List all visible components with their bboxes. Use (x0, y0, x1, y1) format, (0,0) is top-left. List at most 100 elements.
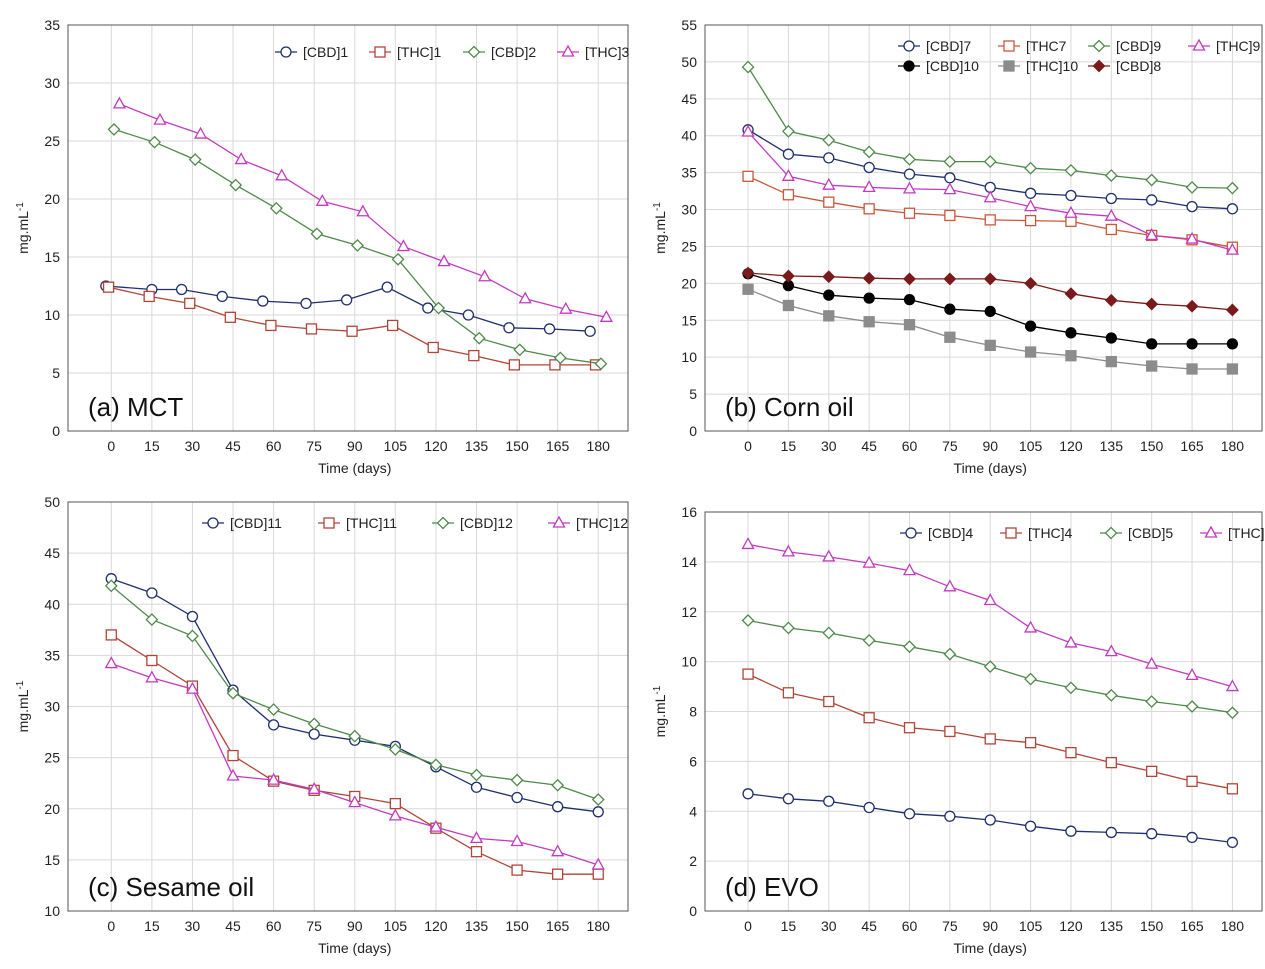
data-point (545, 324, 555, 334)
data-point (382, 282, 392, 292)
x-tick-label: 90 (347, 438, 363, 454)
data-point (905, 295, 915, 305)
data-point (1147, 339, 1157, 349)
legend-label: [THC]1 (397, 44, 442, 60)
x-tick-label: 0 (744, 438, 752, 454)
data-point (472, 847, 482, 857)
data-point (783, 190, 793, 200)
x-tick-label: 45 (225, 438, 241, 454)
x-tick-label: 75 (306, 918, 322, 934)
data-point (864, 204, 874, 214)
data-point (185, 298, 195, 308)
legend-marker (281, 47, 291, 57)
data-point (1187, 202, 1197, 212)
x-tick-label: 165 (546, 438, 570, 454)
data-point (1106, 333, 1116, 343)
y-tick-label: 30 (681, 202, 697, 218)
data-point (1227, 784, 1237, 794)
x-tick-label: 60 (902, 918, 918, 934)
data-point (864, 293, 874, 303)
data-point (144, 291, 154, 301)
data-point (553, 869, 563, 879)
x-tick-label: 75 (942, 438, 958, 454)
y-tick-label: 15 (681, 312, 697, 328)
legend-marker (375, 47, 385, 57)
x-tick-label: 30 (185, 918, 201, 934)
legend-label: [THC]3 (585, 44, 630, 60)
x-tick-label: 150 (1140, 438, 1164, 454)
x-tick-label: 75 (306, 438, 322, 454)
data-point (147, 655, 157, 665)
data-point (743, 669, 753, 679)
data-point (985, 306, 995, 316)
data-point (1187, 776, 1197, 786)
data-point (472, 782, 482, 792)
y-tick-label: 20 (681, 275, 697, 291)
data-point (1147, 829, 1157, 839)
y-tick-label: 5 (689, 386, 697, 402)
data-point (1066, 328, 1076, 338)
data-point (1227, 204, 1237, 214)
x-axis-title: Time (days) (954, 460, 1027, 476)
data-point (347, 326, 357, 336)
y-tick-label: 2 (689, 853, 697, 869)
y-axis-title: mg.mL-1 (15, 680, 32, 732)
x-axis-title: Time (days) (318, 940, 391, 956)
legend-label: [THC]4 (1028, 525, 1073, 541)
x-tick-label: 45 (225, 918, 241, 934)
data-point (905, 809, 915, 819)
legend-label: [CBD]4 (928, 525, 973, 541)
x-tick-label: 45 (861, 918, 877, 934)
data-point (509, 360, 519, 370)
x-tick-label: 180 (1221, 918, 1245, 934)
x-tick-label: 60 (266, 438, 282, 454)
data-point (1066, 351, 1076, 361)
x-tick-label: 120 (1059, 438, 1083, 454)
data-point (864, 317, 874, 327)
y-tick-label: 14 (681, 554, 697, 570)
y-tick-label: 35 (681, 165, 697, 181)
legend-label: [CBD]9 (1116, 38, 1161, 54)
x-tick-label: 165 (1180, 918, 1204, 934)
x-tick-label: 150 (1140, 918, 1164, 934)
x-tick-label: 30 (185, 438, 201, 454)
panel-label: (b) Corn oil (725, 392, 854, 422)
data-point (1066, 748, 1076, 758)
x-tick-label: 135 (1100, 438, 1124, 454)
data-point (1106, 758, 1116, 768)
y-tick-label: 16 (681, 504, 697, 520)
legend-label: [CBD]10 (926, 58, 979, 74)
y-axis-title: mg.mL-1 (652, 685, 669, 737)
y-tick-label: 30 (44, 75, 60, 91)
y-tick-label: 0 (689, 423, 697, 439)
legend-marker (904, 61, 914, 71)
legend-item: [THC]1 (369, 44, 442, 60)
x-axis-title: Time (days) (318, 460, 391, 476)
data-point (1026, 216, 1036, 226)
legend-item: [THC]4 (1000, 525, 1073, 541)
x-tick-label: 90 (347, 918, 363, 934)
y-tick-label: 40 (681, 128, 697, 144)
data-point (306, 324, 316, 334)
legend-label: [CBD]7 (926, 38, 971, 54)
data-point (1066, 191, 1076, 201)
data-point (593, 807, 603, 817)
x-tick-label: 0 (107, 918, 115, 934)
legend-item: [CBD]1 (275, 44, 348, 60)
legend-marker (904, 41, 914, 51)
data-point (783, 149, 793, 159)
panel-label: (a) MCT (88, 392, 183, 422)
legend-marker (208, 518, 218, 528)
data-point (553, 802, 563, 812)
y-tick-label: 40 (44, 596, 60, 612)
data-point (228, 751, 238, 761)
y-tick-label: 55 (681, 17, 697, 33)
legend-item: [CBD]8 (1088, 58, 1161, 74)
x-tick-label: 165 (546, 918, 570, 934)
y-tick-label: 10 (44, 903, 60, 919)
data-point (945, 332, 955, 342)
legend-item: [THC]11 (318, 515, 397, 531)
data-point (1026, 738, 1036, 748)
